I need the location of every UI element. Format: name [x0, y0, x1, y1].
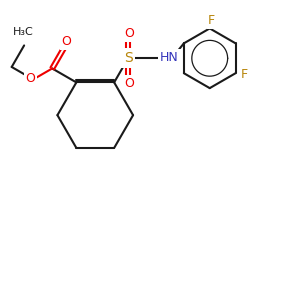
Text: HN: HN [160, 51, 179, 64]
Text: H₃C: H₃C [13, 28, 34, 38]
Text: O: O [61, 35, 71, 48]
Text: O: O [124, 27, 134, 40]
Text: S: S [124, 51, 133, 65]
Text: F: F [208, 14, 215, 27]
Text: F: F [241, 68, 248, 81]
Text: O: O [25, 72, 35, 85]
Text: O: O [124, 77, 134, 90]
